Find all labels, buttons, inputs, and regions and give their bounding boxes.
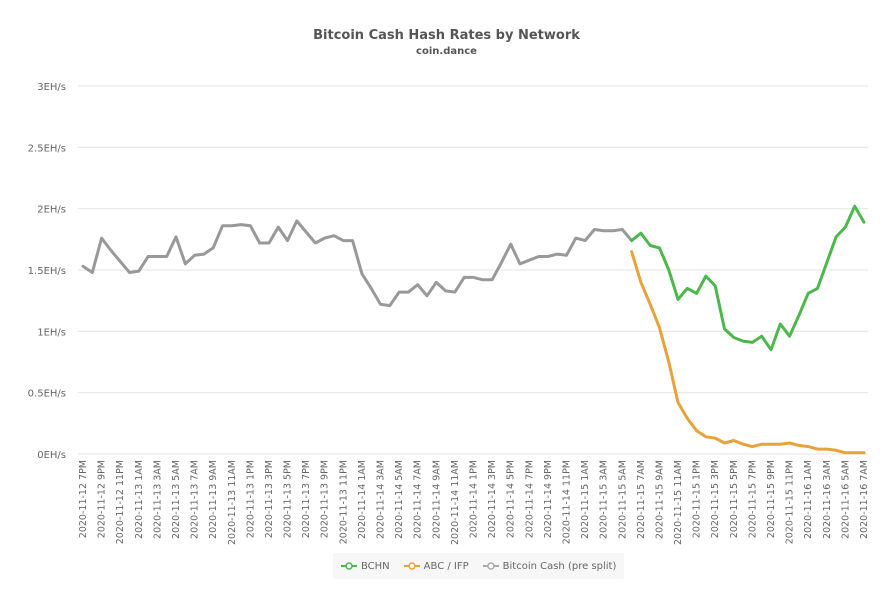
legend-item-bchn[interactable]: BCHN: [341, 561, 390, 572]
legend-label: Bitcoin Cash (pre split): [502, 560, 617, 572]
x-tick-label: 2020-11-15 1AM: [580, 460, 591, 539]
x-tick-label: 2020-11-13 1PM: [245, 460, 256, 538]
x-tick-label: 2020-11-13 11PM: [338, 460, 349, 544]
x-tick-label: 2020-11-12 9PM: [97, 460, 108, 538]
x-tick-label: 2020-11-14 7AM: [413, 460, 424, 539]
chart-legend: BCHN ABC / IFP Bitcoin Cash (pre split): [333, 553, 625, 579]
x-tick-label: 2020-11-14 3AM: [376, 460, 387, 539]
x-tick-label: 2020-11-12 7PM: [78, 460, 89, 538]
x-tick-label: 2020-11-15 9AM: [654, 460, 665, 539]
x-tick-label: 2020-11-15 1PM: [692, 460, 703, 538]
y-tick-label: 0EH/s: [37, 450, 66, 461]
y-tick-label: 2.5EH/s: [28, 143, 66, 154]
legend-marker-icon: [403, 562, 420, 570]
x-tick-label: 2020-11-15 5PM: [729, 460, 740, 538]
series-lines: [81, 204, 866, 455]
series-line-bitcoin-cash-pre-split-[interactable]: [81, 219, 634, 308]
x-tick-label: 2020-11-15 7PM: [747, 460, 758, 538]
legend-item-abc-ifp[interactable]: ABC / IFP: [403, 560, 469, 572]
x-tick-label: 2020-11-14 7PM: [524, 460, 535, 538]
y-tick-label: 1EH/s: [37, 327, 66, 338]
x-tick-label: 2020-11-14 11PM: [561, 460, 572, 544]
x-tick-label: 2020-11-15 11PM: [785, 460, 796, 544]
legend-label: ABC / IFP: [423, 560, 469, 572]
y-tick-label: 2EH/s: [37, 205, 66, 216]
x-tick-label: 2020-11-16 5AM: [840, 460, 851, 539]
x-tick-label: 2020-11-15 3PM: [710, 460, 721, 538]
x-tick-label: 2020-11-14 5PM: [506, 460, 517, 538]
series-line-bchn[interactable]: [630, 204, 866, 352]
chart-subtitle: coin.dance: [416, 46, 477, 57]
x-tick-label: 2020-11-13 9AM: [208, 460, 219, 539]
x-tick-label: 2020-11-13 1AM: [134, 460, 145, 539]
x-tick-label: 2020-11-14 5AM: [394, 460, 405, 539]
y-tick-label: 1.5EH/s: [28, 266, 66, 277]
legend-label: BCHN: [361, 560, 390, 572]
x-tick-label: 2020-11-15 3AM: [599, 460, 610, 539]
x-tick-label: 2020-11-15 5AM: [617, 460, 628, 539]
x-tick-label: 2020-11-12 11PM: [115, 460, 126, 544]
legend-item-bitcoin-cash-pre-split[interactable]: Bitcoin Cash (pre split): [482, 560, 617, 572]
x-tick-label: 2020-11-16 7AM: [859, 460, 870, 539]
x-tick-label: 2020-11-13 3PM: [264, 460, 275, 538]
x-tick-label: 2020-11-13 11AM: [227, 460, 238, 545]
x-tick-label: 2020-11-15 9PM: [766, 460, 777, 538]
x-tick-label: 2020-11-14 9AM: [431, 460, 442, 539]
x-tick-label: 2020-11-14 1AM: [357, 460, 368, 539]
grid-lines: [78, 85, 868, 455]
legend-marker-icon: [482, 562, 499, 570]
series-line-abc-ifp[interactable]: [630, 250, 866, 455]
x-tick-label: 2020-11-14 11AM: [450, 460, 461, 545]
x-tick-label: 2020-11-13 7AM: [190, 460, 201, 539]
chart-title: Bitcoin Cash Hash Rates by Network: [313, 28, 580, 43]
legend-marker-icon: [341, 562, 357, 570]
x-tick-label: 2020-11-15 11AM: [673, 460, 684, 545]
y-tick-label: 3EH/s: [37, 82, 66, 93]
y-tick-label: 0.5EH/s: [28, 389, 66, 400]
x-tick-label: 2020-11-13 9PM: [320, 460, 331, 538]
x-tick-label: 2020-11-16 3AM: [822, 460, 833, 539]
x-tick-label: 2020-11-13 5PM: [283, 460, 294, 538]
x-tick-label: 2020-11-14 1PM: [469, 460, 480, 538]
x-axis-ticks: 2020-11-12 7PM 2020-11-12 9PM 2020-11-12 1…: [78, 460, 870, 545]
x-tick-label: 2020-11-14 9PM: [543, 460, 554, 538]
x-tick-label: 2020-11-16 1AM: [803, 460, 814, 539]
x-tick-label: 2020-11-14 3PM: [487, 460, 498, 538]
x-tick-label: 2020-11-15 7AM: [636, 460, 647, 539]
y-axis-ticks: 0EH/s 0.5EH/s 1EH/s 1.5EH/s 2EH/s 2.5EH/s 3EH/…: [28, 82, 66, 461]
x-tick-label: 2020-11-13 3AM: [152, 460, 163, 539]
x-tick-label: 2020-11-13 7PM: [301, 460, 312, 538]
x-tick-label: 2020-11-13 5AM: [171, 460, 182, 539]
